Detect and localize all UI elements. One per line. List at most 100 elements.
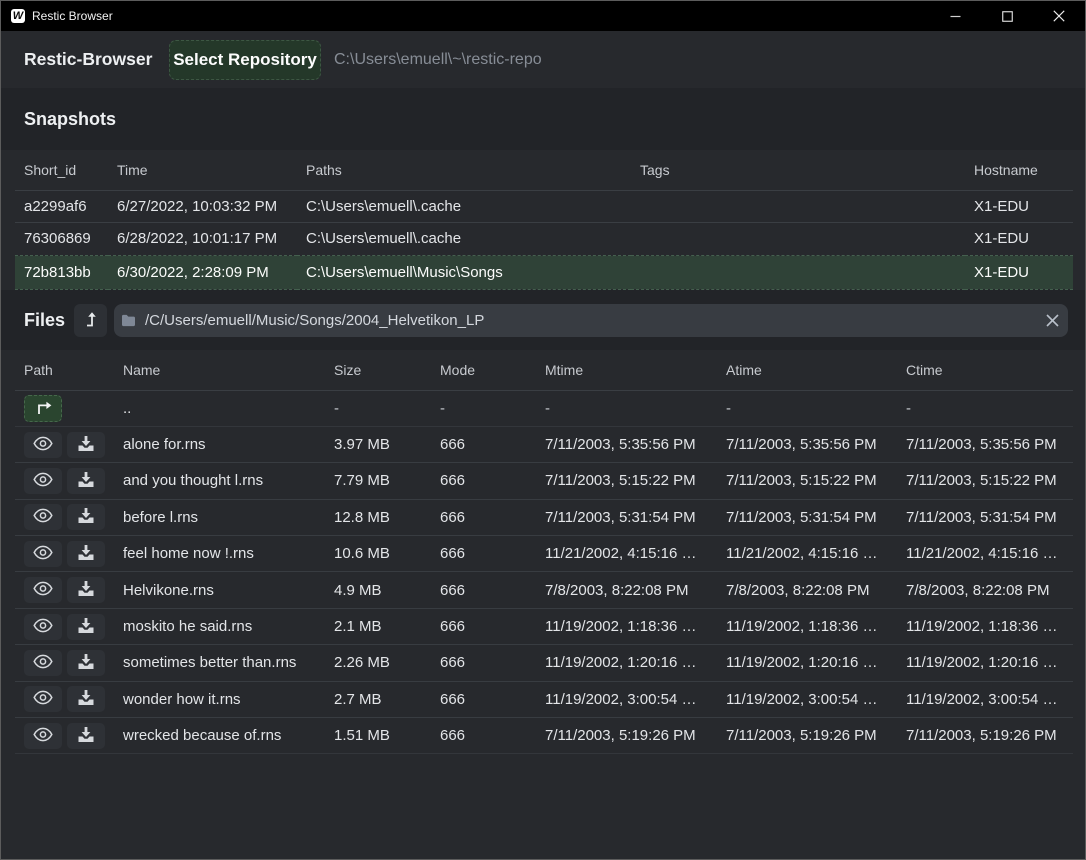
download-file-button[interactable] bbox=[67, 649, 105, 676]
file-atime: 7/11/2003, 5:19:26 PM bbox=[717, 717, 897, 755]
snapshot-row-selected[interactable]: 72b813bb 6/30/2022, 2:28:09 PM C:\Users\… bbox=[15, 254, 1073, 290]
repository-toolbar: Restic-Browser Select Repository C:\User… bbox=[1, 31, 1085, 88]
close-button[interactable] bbox=[1033, 1, 1085, 31]
file-ctime: 7/11/2003, 5:35:56 PM bbox=[897, 426, 1073, 464]
download-file-button[interactable] bbox=[67, 431, 105, 458]
download-icon bbox=[77, 580, 95, 600]
file-name: sometimes better than.rns bbox=[114, 644, 325, 682]
column-header-short-id: Short_id bbox=[15, 150, 108, 191]
file-row: wrecked because of.rns 1.51 MB 666 7/11/… bbox=[15, 717, 1073, 755]
download-file-button[interactable] bbox=[67, 613, 105, 640]
file-mode: 666 bbox=[431, 426, 536, 464]
snapshot-time: 6/28/2022, 10:01:17 PM bbox=[117, 230, 278, 248]
file-atime: 11/19/2002, 1:18:36 … bbox=[717, 608, 897, 646]
snapshot-tags bbox=[631, 254, 965, 290]
preview-file-button[interactable] bbox=[24, 686, 62, 713]
snapshot-time: 6/27/2022, 10:03:32 PM bbox=[108, 190, 297, 223]
wails-logo: W bbox=[11, 9, 25, 23]
download-file-button[interactable] bbox=[67, 467, 105, 494]
preview-file-button[interactable] bbox=[24, 649, 62, 676]
files-table: Path Name Size Mode Mtime Atime Ctime bbox=[15, 350, 1073, 755]
path-breadcrumb[interactable]: /C/Users/emuell/Music/Songs/2004_Helveti… bbox=[114, 303, 1068, 337]
download-file-button[interactable] bbox=[67, 577, 105, 604]
file-size: - bbox=[325, 390, 431, 427]
download-icon bbox=[77, 507, 95, 527]
file-mode: 666 bbox=[431, 462, 536, 500]
snapshot-tags bbox=[631, 190, 965, 223]
download-icon bbox=[77, 726, 95, 746]
file-row: Helvikone.rns 4.9 MB 666 7/8/2003, 8:22:… bbox=[15, 571, 1073, 609]
file-mode: 666 bbox=[431, 681, 536, 719]
preview-file-button[interactable] bbox=[24, 504, 62, 531]
file-size: 1.51 MB bbox=[325, 717, 431, 755]
download-file-button[interactable] bbox=[67, 540, 105, 567]
snapshot-hostname: X1-EDU bbox=[965, 190, 1073, 223]
eye-icon bbox=[33, 436, 53, 454]
go-to-root-button[interactable] bbox=[74, 303, 107, 337]
snapshot-paths: C:\Users\emuell\.cache bbox=[306, 230, 462, 248]
eye-icon bbox=[33, 581, 53, 599]
column-header-atime: Atime bbox=[717, 350, 897, 391]
file-mode: 666 bbox=[431, 499, 536, 537]
column-header-mode: Mode bbox=[431, 350, 536, 391]
file-atime: 7/11/2003, 5:35:56 PM bbox=[717, 426, 897, 464]
file-size: 4.9 MB bbox=[325, 571, 431, 609]
file-name: and you thought l.rns bbox=[114, 462, 325, 500]
preview-file-button[interactable] bbox=[24, 577, 62, 604]
file-size: 7.79 MB bbox=[325, 462, 431, 500]
file-name: alone for.rns bbox=[114, 426, 325, 464]
download-file-button[interactable] bbox=[67, 722, 105, 749]
file-ctime: - bbox=[897, 390, 1073, 427]
column-header-size: Size bbox=[325, 350, 431, 391]
eye-icon bbox=[33, 690, 53, 708]
file-mtime: 11/19/2002, 3:00:54 … bbox=[536, 681, 717, 719]
column-header-mtime: Mtime bbox=[536, 350, 717, 391]
go-up-directory-button[interactable] bbox=[24, 394, 62, 422]
minimize-button[interactable] bbox=[929, 1, 981, 31]
snapshot-paths: C:\Users\emuell\Music\Songs bbox=[297, 254, 631, 290]
file-ctime: 7/11/2003, 5:19:26 PM bbox=[897, 717, 1073, 755]
preview-file-button[interactable] bbox=[24, 540, 62, 567]
files-section-header: Files /C/Users/emuell/Music/Songs/2004_H… bbox=[1, 290, 1085, 350]
preview-file-button[interactable] bbox=[24, 467, 62, 494]
download-file-button[interactable] bbox=[67, 686, 105, 713]
file-mode: 666 bbox=[431, 608, 536, 646]
file-name: moskito he said.rns bbox=[114, 608, 325, 646]
file-atime: 11/21/2002, 4:15:16 … bbox=[717, 535, 897, 573]
preview-file-button[interactable] bbox=[24, 722, 62, 749]
download-icon bbox=[77, 471, 95, 491]
snapshot-hostname: X1-EDU bbox=[965, 254, 1073, 290]
file-mode: 666 bbox=[431, 644, 536, 682]
eye-icon bbox=[33, 545, 53, 563]
close-icon bbox=[1053, 10, 1065, 22]
parent-directory-row: .. - - - - - bbox=[15, 390, 1073, 427]
snapshots-section-header: Snapshots bbox=[1, 88, 1085, 150]
eye-icon bbox=[33, 727, 53, 745]
preview-file-button[interactable] bbox=[24, 431, 62, 458]
file-row: before l.rns 12.8 MB 666 7/11/2003, 5:31… bbox=[15, 499, 1073, 537]
snapshot-tags bbox=[631, 223, 965, 256]
file-mtime: 7/11/2003, 5:31:54 PM bbox=[536, 499, 717, 537]
select-repository-button[interactable]: Select Repository bbox=[169, 39, 321, 80]
file-mtime: - bbox=[536, 390, 717, 427]
file-atime: 7/8/2003, 8:22:08 PM bbox=[717, 571, 897, 609]
file-ctime: 7/11/2003, 5:15:22 PM bbox=[897, 462, 1073, 500]
file-mtime: 7/11/2003, 5:15:22 PM bbox=[536, 462, 717, 500]
file-size: 3.97 MB bbox=[325, 426, 431, 464]
file-atime: 11/19/2002, 3:00:54 … bbox=[717, 681, 897, 719]
maximize-button[interactable] bbox=[981, 1, 1033, 31]
snapshot-short-id: a2299af6 bbox=[15, 190, 108, 223]
file-size: 12.8 MB bbox=[325, 499, 431, 537]
clear-path-button[interactable] bbox=[1041, 309, 1063, 331]
file-ctime: 11/19/2002, 1:20:16 … bbox=[897, 644, 1073, 682]
file-ctime: 7/8/2003, 8:22:08 PM bbox=[897, 571, 1073, 609]
titlebar: W Restic Browser bbox=[1, 1, 1085, 31]
file-mtime: 7/11/2003, 5:19:26 PM bbox=[536, 717, 717, 755]
snapshot-row[interactable]: a2299af6 6/27/2022, 10:03:32 PM C:\Users… bbox=[15, 190, 1073, 223]
file-mtime: 11/21/2002, 4:15:16 … bbox=[536, 535, 717, 573]
file-row: wonder how it.rns 2.7 MB 666 11/19/2002,… bbox=[15, 681, 1073, 719]
preview-file-button[interactable] bbox=[24, 613, 62, 640]
download-file-button[interactable] bbox=[67, 504, 105, 531]
snapshot-row[interactable]: 76306869 6/28/2022, 10:01:17 PM C:\Users… bbox=[15, 223, 1073, 256]
column-header-tags: Tags bbox=[631, 150, 965, 191]
